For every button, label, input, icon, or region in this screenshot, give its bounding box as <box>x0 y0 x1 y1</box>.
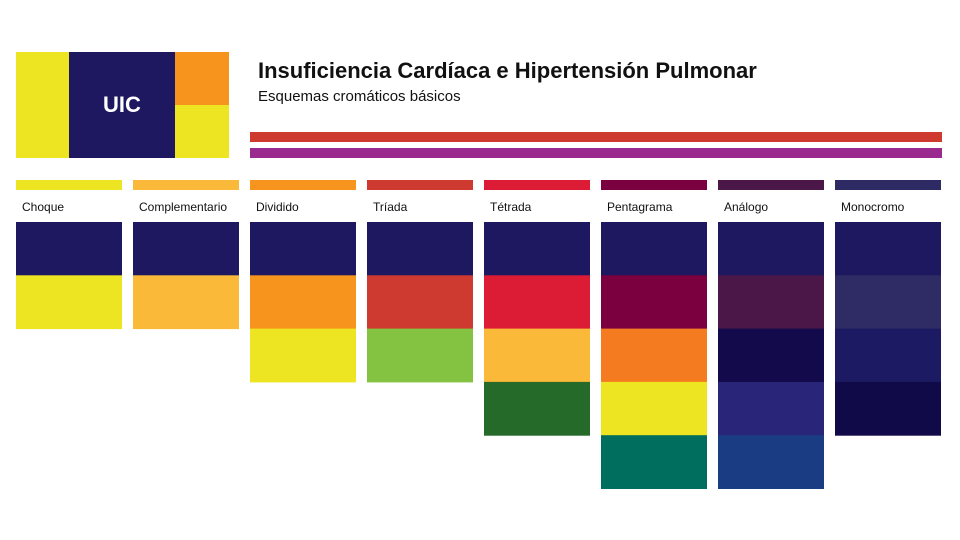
scheme-header-bar <box>133 180 239 190</box>
swatch <box>718 381 824 436</box>
swatch <box>601 381 707 436</box>
swatch <box>601 328 707 383</box>
stripe <box>250 148 942 158</box>
swatch <box>835 328 941 383</box>
title: Insuficiencia Cardíaca e Hipertensión Pu… <box>258 58 757 83</box>
logo-block <box>16 52 70 158</box>
logo-text: UIC <box>103 92 141 117</box>
scheme-header-bar <box>601 180 707 190</box>
swatch <box>367 222 473 276</box>
scheme-header-bar <box>250 180 356 190</box>
logo-block <box>69 52 176 158</box>
swatch <box>718 435 824 489</box>
swatch <box>16 222 122 276</box>
scheme-header-bar <box>16 180 122 190</box>
logo-block <box>175 52 229 106</box>
swatch <box>601 435 707 489</box>
swatch <box>250 222 356 276</box>
swatch <box>133 275 239 330</box>
logo-block <box>175 105 229 158</box>
swatch <box>250 328 356 383</box>
scheme-name: Pentagrama <box>607 200 673 214</box>
swatch <box>367 275 473 330</box>
swatch <box>484 222 590 276</box>
swatch <box>133 222 239 276</box>
swatch <box>367 328 473 383</box>
swatch <box>718 275 824 330</box>
scheme-name: Choque <box>22 200 64 214</box>
swatch <box>835 381 941 436</box>
scheme-name: Tríada <box>373 200 408 214</box>
swatch <box>601 222 707 276</box>
scheme-header-bar <box>718 180 824 190</box>
scheme-name: Análogo <box>724 200 768 214</box>
swatch <box>250 275 356 330</box>
scheme-name: Complementario <box>139 200 227 214</box>
scheme-header-bar <box>484 180 590 190</box>
swatch <box>484 381 590 436</box>
scheme-header-bar <box>367 180 473 190</box>
scheme-header-bar <box>835 180 941 190</box>
swatch <box>484 328 590 383</box>
swatch <box>16 275 122 330</box>
scheme-name: Monocromo <box>841 200 905 214</box>
stripe <box>250 132 942 142</box>
scheme-name: Dividido <box>256 200 299 214</box>
swatch <box>484 275 590 330</box>
swatch <box>835 275 941 330</box>
swatch <box>601 275 707 330</box>
scheme-name: Tétrada <box>490 200 532 214</box>
swatch <box>718 328 824 383</box>
swatch <box>835 222 941 276</box>
subtitle: Esquemas cromáticos básicos <box>258 88 461 105</box>
swatch <box>718 222 824 276</box>
